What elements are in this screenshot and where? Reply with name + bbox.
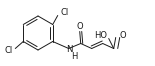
Text: O: O — [119, 31, 126, 40]
Text: Cl: Cl — [4, 46, 12, 55]
Text: N: N — [66, 45, 73, 54]
Text: H: H — [72, 52, 78, 61]
Text: HO: HO — [94, 31, 107, 40]
Text: Cl: Cl — [61, 8, 69, 17]
Text: O: O — [76, 22, 83, 31]
